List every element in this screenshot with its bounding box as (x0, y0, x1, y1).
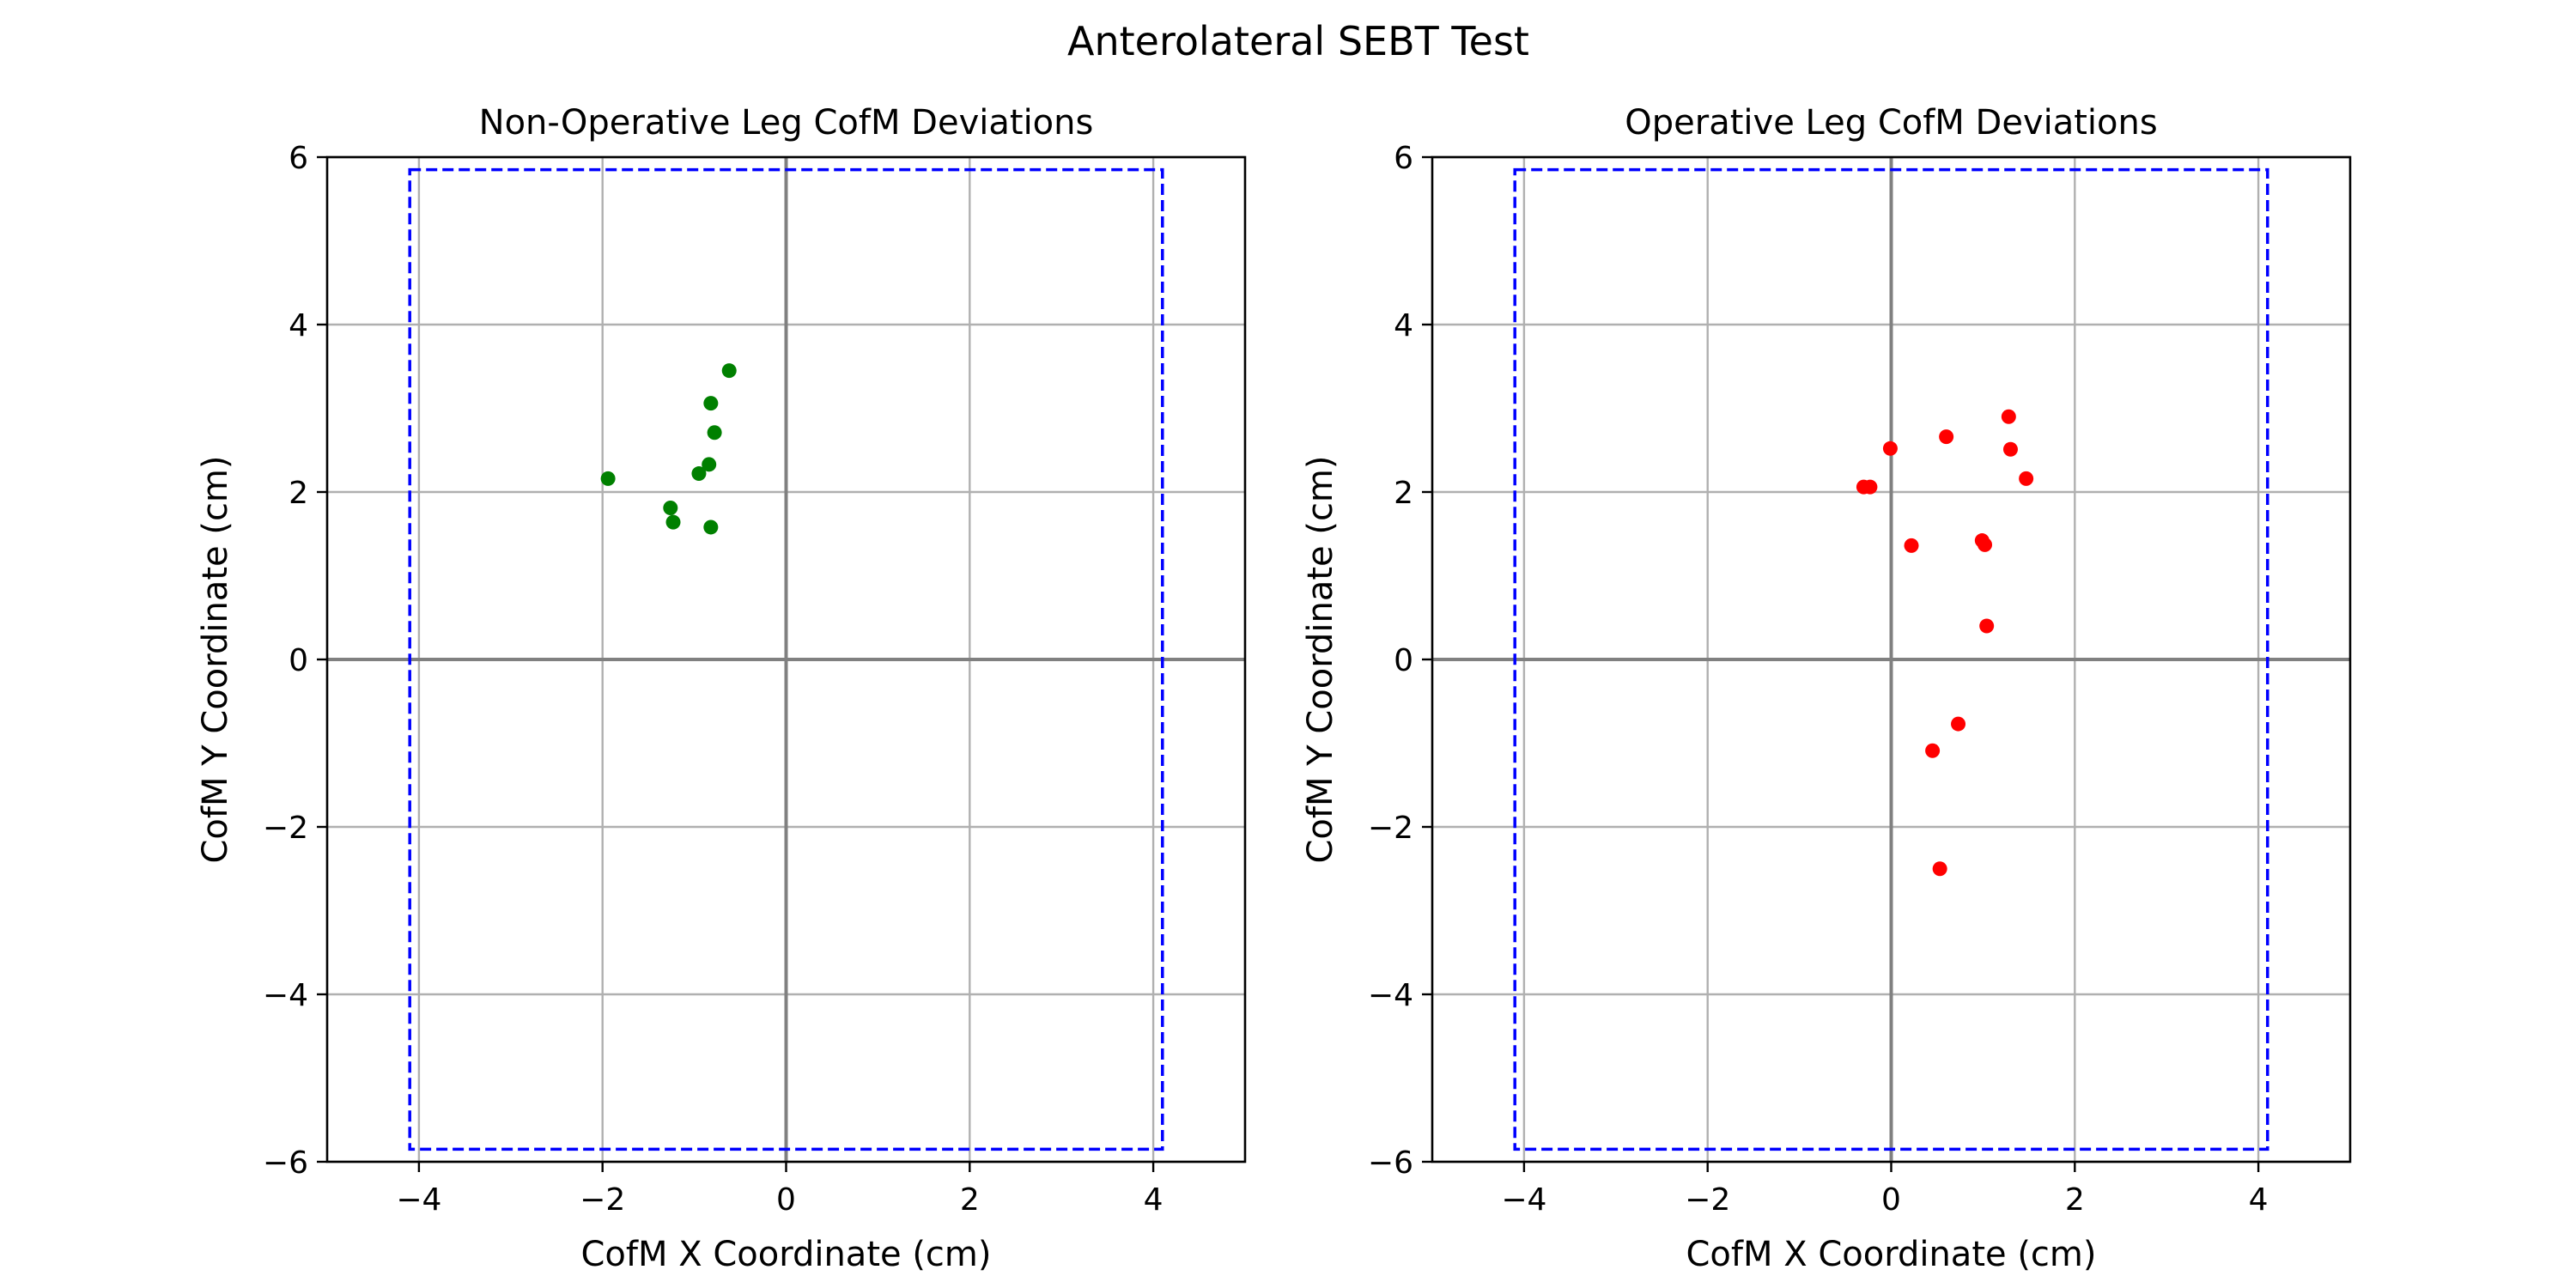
data-point (691, 466, 707, 482)
figure-title: Anterolateral SEBT Test (1067, 18, 1529, 64)
data-point (600, 471, 616, 486)
y-tick-label: −6 (1368, 1145, 1413, 1181)
y-tick-label: 0 (289, 643, 308, 678)
x-axis-label: CofM X Coordinate (cm) (581, 1235, 992, 1274)
panels: −4 −2 0 2 4 −6 −4 −2 0 2 4 6 Non-Operative Leg CofM … (196, 103, 2352, 1274)
data-point (1904, 538, 1919, 553)
data-point (663, 501, 678, 516)
chart-panel-1: −4 −2 0 2 4 −6 −4 −2 0 2 4 6 Non-Operative Leg CofM … (196, 103, 1247, 1274)
data-point (1925, 743, 1941, 758)
data-point (2001, 409, 2016, 424)
panel-title: Operative Leg CofM Deviations (1625, 103, 2157, 143)
x-tick-label: −4 (396, 1182, 441, 1218)
data-point (665, 514, 681, 530)
x-tick-label: −2 (580, 1182, 625, 1218)
data-point (1862, 479, 1878, 495)
y-tick-label: −2 (263, 811, 308, 846)
data-point (1978, 537, 1993, 552)
x-tick-label: 2 (2065, 1182, 2085, 1218)
data-point (1882, 440, 1898, 456)
data-point (1979, 618, 1995, 634)
y-axis-label: CofM Y Coordinate (cm) (196, 455, 235, 863)
data-point (702, 457, 717, 472)
y-tick-label: −4 (1368, 978, 1413, 1013)
data-point (2019, 471, 2034, 486)
data-point (1951, 716, 1966, 732)
x-tick-label: −2 (1685, 1182, 1730, 1218)
x-tick-label: 4 (1144, 1182, 1163, 1218)
data-point (703, 519, 719, 535)
x-tick-label: −4 (1501, 1182, 1546, 1218)
y-tick-label: 6 (289, 141, 308, 176)
chart-panel-2: −4 −2 0 2 4 −6 −4 −2 0 2 4 6 Operative Leg CofM Devi… (1301, 103, 2352, 1274)
x-tick-label: 2 (960, 1182, 980, 1218)
x-tick-label: 0 (1881, 1182, 1901, 1218)
y-tick-label: −6 (263, 1145, 308, 1181)
panel-title: Non-Operative Leg CofM Deviations (479, 103, 1094, 143)
data-point (721, 363, 737, 379)
y-tick-label: 4 (1394, 308, 1413, 343)
x-tick-label: 4 (2249, 1182, 2269, 1218)
y-tick-label: 6 (1394, 141, 1413, 176)
data-point (707, 425, 722, 440)
x-tick-label: 0 (776, 1182, 796, 1218)
data-point (703, 396, 719, 411)
boundary-rect (1513, 167, 2269, 1151)
data-point (2002, 441, 2018, 457)
y-tick-label: 2 (289, 476, 308, 511)
y-axis-label: CofM Y Coordinate (cm) (1301, 455, 1340, 863)
data-point (1939, 429, 1954, 445)
x-axis-label: CofM X Coordinate (cm) (1686, 1235, 2097, 1274)
y-tick-label: −2 (1368, 811, 1413, 846)
boundary-rect (408, 167, 1164, 1151)
data-point (1932, 861, 1947, 877)
y-tick-label: 2 (1394, 476, 1413, 511)
y-tick-label: −4 (263, 978, 308, 1013)
y-tick-label: 4 (289, 308, 308, 343)
y-tick-label: 0 (1394, 643, 1413, 678)
